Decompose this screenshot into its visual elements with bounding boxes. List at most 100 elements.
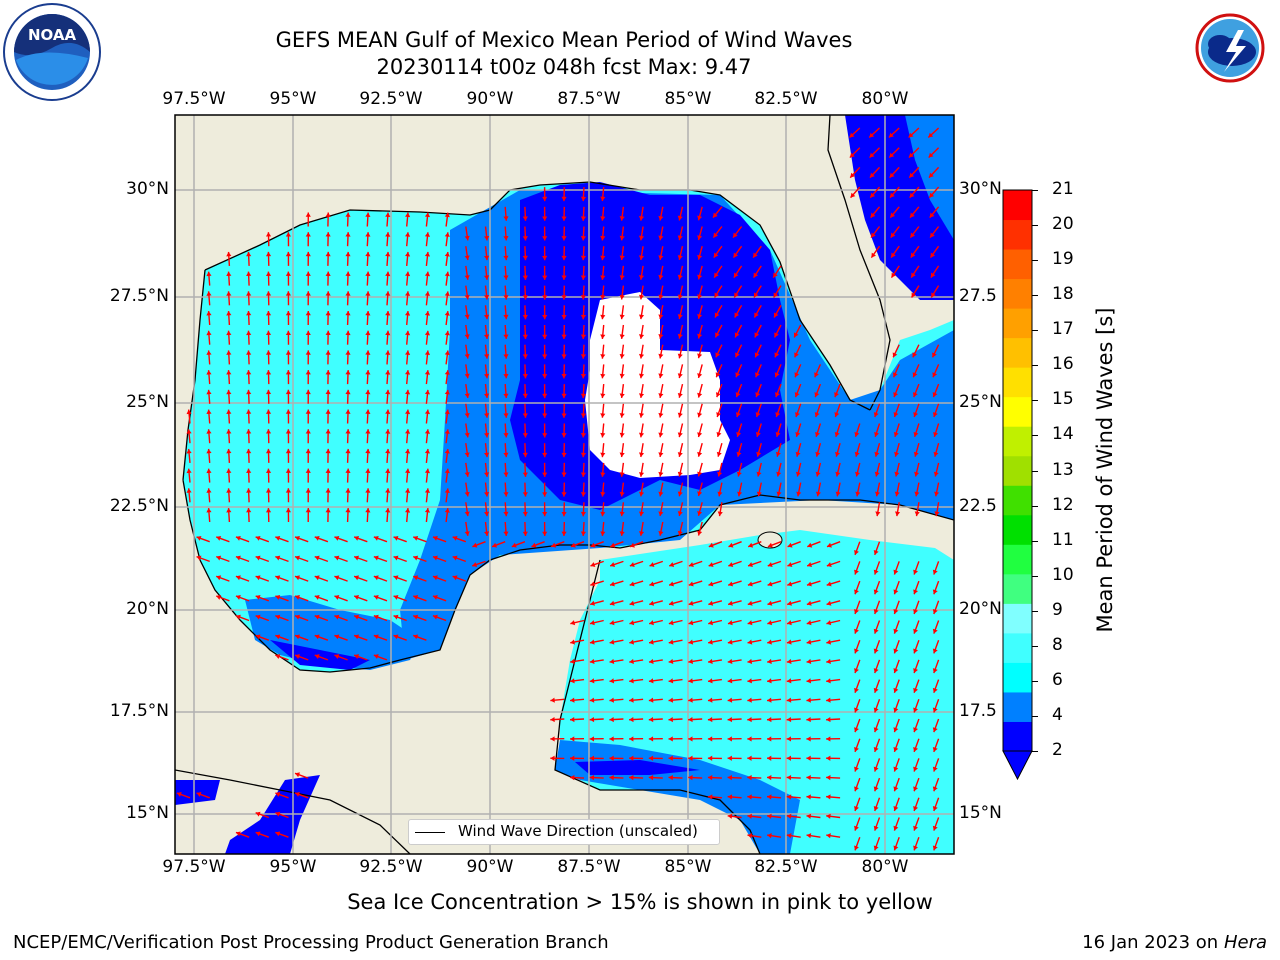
- sea-ice-note: Sea Ice Concentration > 15% is shown in …: [347, 890, 933, 914]
- wind-arrow: [747, 697, 762, 703]
- colorbar-tick-mark: [1032, 575, 1038, 577]
- wind-arrow: [787, 541, 801, 548]
- y-tick-label-right: 17.5: [959, 701, 997, 721]
- wind-arrow: [735, 403, 743, 418]
- colorbar-segment: [1003, 514, 1032, 545]
- wind-arrow: [285, 370, 291, 385]
- wind-arrow: [688, 697, 703, 703]
- wind-arrow: [432, 575, 447, 582]
- wind-arrow: [766, 775, 782, 781]
- wind-arrow: [755, 403, 762, 418]
- wind-arrow: [484, 403, 490, 418]
- wind-arrow: [638, 246, 645, 261]
- wind-arrow: [855, 482, 861, 497]
- wind-arrow: [600, 384, 606, 399]
- wind-arrow: [589, 755, 604, 761]
- wind-arrow: [305, 448, 311, 463]
- wind-arrow: [697, 344, 703, 359]
- wind-arrow: [932, 718, 940, 733]
- wind-arrow: [619, 423, 625, 438]
- wind-arrow: [786, 755, 801, 761]
- wind-arrow: [713, 265, 723, 278]
- wind-arrow: [787, 580, 801, 587]
- wind-arrow: [522, 502, 528, 517]
- wind-arrow: [503, 502, 509, 517]
- wind-arrow: [444, 251, 450, 266]
- wind-arrow: [255, 575, 270, 582]
- wind-arrow: [854, 600, 861, 615]
- wind-arrow: [619, 265, 625, 280]
- wind-arrow: [888, 147, 900, 159]
- wind-arrow: [658, 462, 664, 477]
- wind-arrow: [522, 305, 528, 320]
- wind-arrow: [815, 443, 822, 457]
- wind-arrow: [806, 794, 821, 800]
- wind-arrow: [786, 658, 801, 664]
- wind-arrow: [484, 462, 490, 477]
- wind-arrow: [580, 187, 586, 202]
- wind-arrow: [774, 364, 782, 378]
- wind-arrow: [325, 409, 331, 424]
- wind-arrow: [255, 535, 270, 543]
- wind-arrow: [869, 166, 881, 179]
- colorbar-tick-mark: [1032, 540, 1038, 542]
- wind-arrow: [697, 324, 703, 339]
- wind-arrow: [196, 535, 210, 543]
- colorbar-segment: [1003, 455, 1032, 486]
- wind-arrow: [226, 330, 232, 345]
- wind-arrow: [365, 232, 371, 247]
- wind-arrow: [186, 448, 192, 463]
- wind-arrow: [285, 389, 291, 404]
- wind-arrow: [246, 389, 252, 404]
- wind-arrow: [873, 758, 881, 772]
- y-tick-label-right: 20°N: [959, 599, 1002, 619]
- wind-arrow: [914, 482, 920, 497]
- wind-arrow: [658, 226, 664, 241]
- wind-arrow: [747, 600, 762, 606]
- wind-arrow: [561, 502, 567, 517]
- wind-arrow: [736, 462, 743, 477]
- wind-arrow: [345, 448, 351, 463]
- wind-arrow: [707, 775, 722, 781]
- wind-arrow: [775, 403, 782, 418]
- wind-arrow: [503, 423, 509, 438]
- wind-arrow: [472, 560, 486, 567]
- wind-arrow: [932, 580, 940, 595]
- y-tick-label-left: 27.5°N: [109, 286, 169, 306]
- wind-arrow: [928, 186, 940, 199]
- wind-arrow: [314, 654, 329, 661]
- colorbar-segment: [1003, 662, 1032, 693]
- wind-arrow: [275, 555, 289, 563]
- wind-arrow: [561, 462, 567, 477]
- wind-arrow: [849, 166, 861, 179]
- wind-arrow: [638, 423, 645, 438]
- wind-arrow: [444, 488, 450, 503]
- wind-arrow: [186, 468, 192, 483]
- wind-arrow: [734, 304, 743, 318]
- wind-arrow: [305, 350, 311, 365]
- wind-arrow: [444, 271, 450, 286]
- wind-arrow: [305, 429, 311, 444]
- wind-arrow: [561, 265, 567, 280]
- colorbar-segment: [1003, 249, 1032, 280]
- wind-arrow: [638, 364, 645, 379]
- x-tick-label-bottom: 82.5°W: [754, 857, 818, 877]
- wind-arrow: [747, 541, 762, 548]
- wind-arrow: [888, 127, 900, 139]
- wind-arrow: [619, 462, 625, 477]
- wind-arrow: [464, 226, 470, 241]
- x-tick-label-bottom: 90°W: [466, 857, 514, 877]
- wind-arrow: [677, 364, 684, 379]
- wind-arrow: [385, 212, 391, 227]
- wind-arrow: [393, 535, 407, 543]
- wind-arrow: [908, 147, 920, 159]
- wind-arrow: [854, 659, 861, 674]
- wind-arrow: [305, 468, 311, 483]
- wind-arrow: [255, 831, 270, 838]
- wind-arrow: [432, 535, 447, 543]
- wind-arrow: [747, 619, 762, 626]
- wind-arrow: [854, 777, 861, 792]
- wind-arrow: [226, 271, 232, 286]
- wind-arrow: [385, 389, 391, 404]
- wind-arrow: [424, 409, 431, 424]
